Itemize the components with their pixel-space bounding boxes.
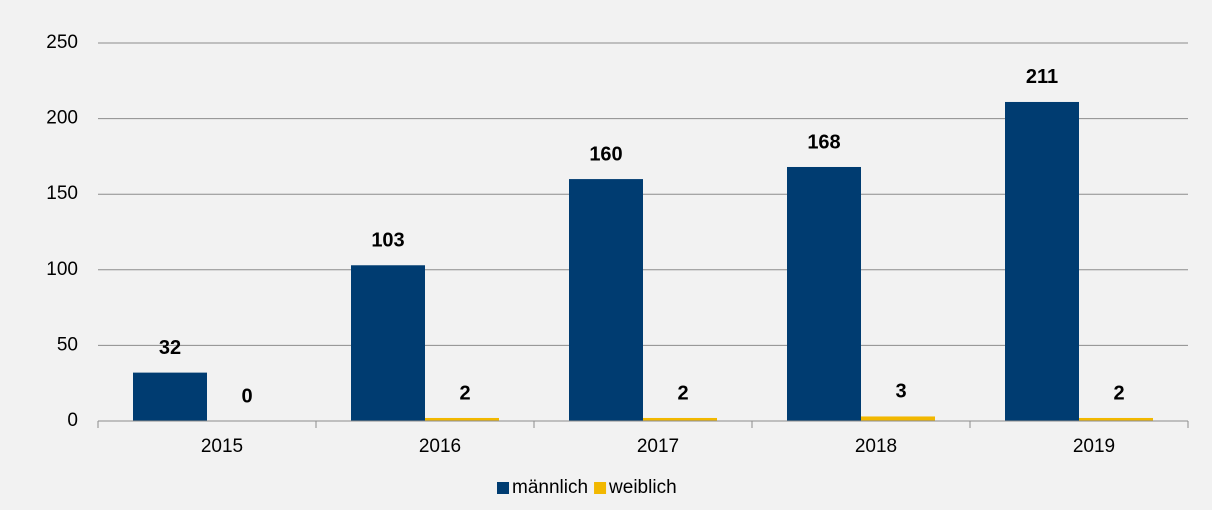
y-tick-label: 100: [46, 259, 78, 280]
y-tick-label: 150: [46, 183, 78, 204]
x-tick-label: 2019: [1073, 436, 1115, 457]
y-tick-label: 50: [57, 334, 78, 355]
bar: [787, 166, 861, 421]
legend-swatch: [594, 482, 607, 494]
bar: [569, 179, 643, 421]
value-label: 168: [807, 131, 840, 153]
x-tick-label: 2017: [637, 436, 679, 457]
y-tick-label: 0: [67, 410, 78, 431]
bar: [351, 265, 425, 421]
bar: [425, 417, 499, 421]
legend-swatch: [497, 482, 509, 494]
value-label: 2: [677, 382, 688, 404]
bar: [643, 417, 717, 421]
bar: [1079, 417, 1153, 421]
bar: [1005, 101, 1079, 421]
value-label: 211: [1026, 66, 1058, 88]
legend-label: männlich: [512, 477, 588, 498]
value-label: 32: [159, 337, 181, 359]
x-tick-label: 2018: [855, 436, 897, 457]
value-label: 160: [589, 143, 622, 165]
legend-label: weiblich: [608, 477, 677, 498]
value-label: 0: [241, 385, 252, 407]
value-label: 2: [459, 382, 470, 404]
bar: [133, 372, 207, 421]
bar: [861, 416, 935, 421]
value-label: 3: [895, 381, 906, 403]
value-label: 103: [371, 230, 404, 252]
x-tick-label: 2015: [201, 436, 243, 457]
x-tick-label: 2016: [419, 436, 461, 457]
y-tick-label: 200: [46, 108, 78, 129]
y-tick-label: 250: [46, 32, 78, 53]
value-label: 2: [1113, 382, 1124, 404]
